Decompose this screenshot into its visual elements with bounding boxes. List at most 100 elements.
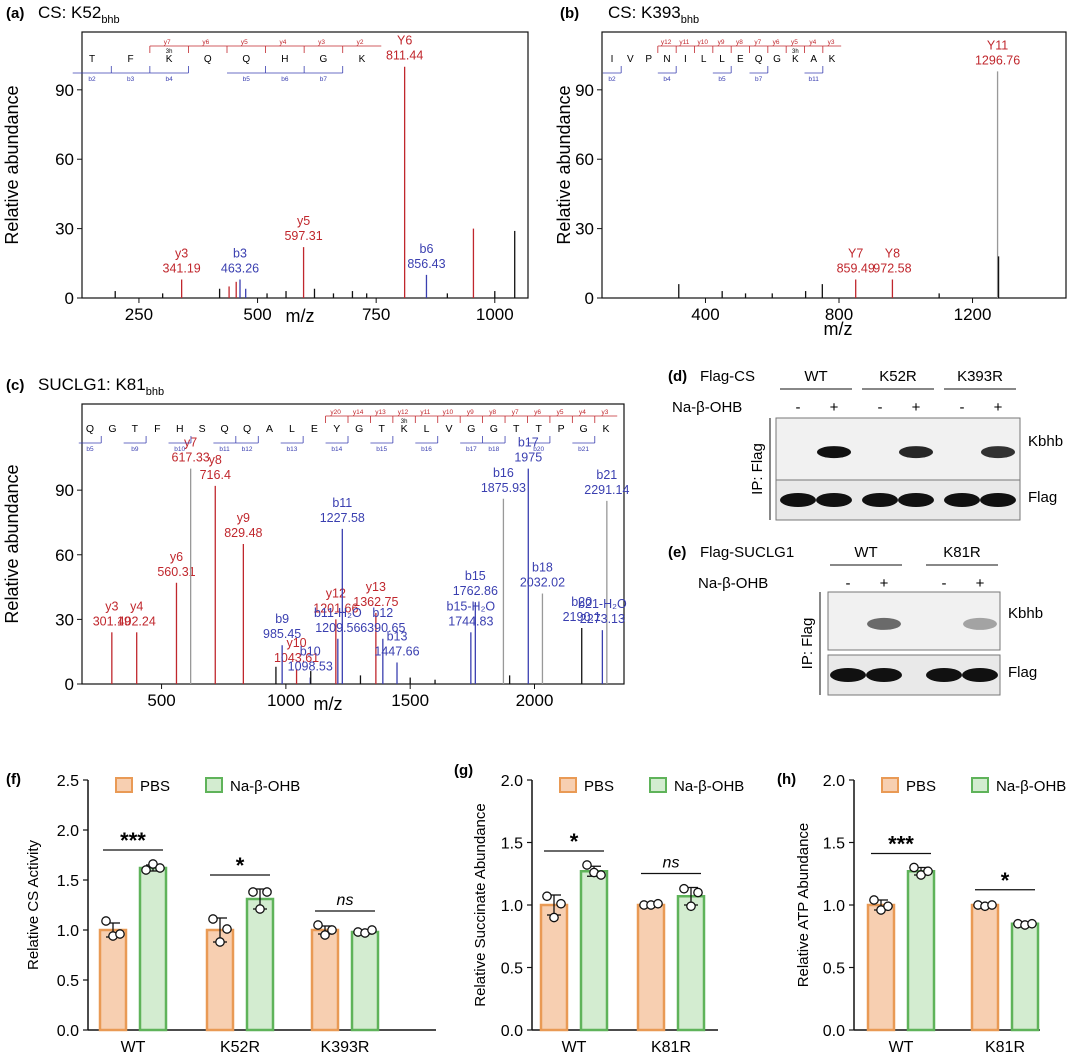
- peak-ion-label: b15-H₂O: [447, 599, 496, 613]
- y-ion-label: y10: [698, 39, 709, 46]
- peak-mz-label: 2291.14: [584, 483, 629, 497]
- y-ion-label: y5: [557, 409, 564, 416]
- data-point: [367, 925, 377, 935]
- western-blot-panel-e: (e) Flag-SUCLG1 WT K81R Na-β-OHB - + - + Kbhb Flag…: [668, 544, 1043, 696]
- bar: [906, 870, 936, 1032]
- flag-band: [926, 668, 962, 682]
- peptide-residue: A: [810, 54, 817, 65]
- peak-ion-label: y3: [105, 599, 118, 613]
- b-ion-label: b15: [376, 446, 387, 453]
- peak-mz-label: 463.26: [221, 261, 259, 275]
- peak-mz-label: 1447.66: [374, 644, 419, 658]
- peak-ion-label: y3: [175, 246, 188, 260]
- x-tick-label: 500: [243, 305, 271, 324]
- peptide-residue: Q: [243, 423, 251, 435]
- data-point: [693, 887, 703, 898]
- peak-mz-label: 617.33: [172, 451, 210, 465]
- data-point: [1027, 918, 1037, 929]
- peak-ion-label: Y11: [987, 38, 1008, 52]
- y-axis-label: Relative abundance: [554, 85, 574, 244]
- kbhb-band: [963, 617, 997, 630]
- peak-mz-label: 301.19: [93, 614, 131, 628]
- peptide-residue: Q: [755, 54, 763, 65]
- b-ion-label: b7: [320, 76, 328, 83]
- data-point: [101, 916, 111, 926]
- peak-ion-label: y13: [366, 580, 386, 594]
- x-tick-label: K393R: [321, 1039, 370, 1056]
- peptide-residue: I: [611, 54, 614, 65]
- peak-mz-label: 1227.58: [320, 511, 365, 525]
- panel-label: (f): [6, 771, 21, 788]
- data-point: [255, 904, 265, 914]
- y-tick-label: 90: [575, 81, 594, 100]
- peak-mz-label: 6390.65: [360, 621, 405, 635]
- peak-ion-label: b3: [233, 246, 247, 260]
- y-tick-label: 0.0: [57, 1023, 79, 1040]
- y-axis-label: Relative abundance: [2, 85, 22, 244]
- spectrum-title: CS: K52bhb: [38, 3, 120, 26]
- row-label-kbhb: Kbhb: [1028, 433, 1063, 450]
- y-ion-label: y12: [398, 409, 409, 416]
- peak-mz-label: 341.19: [163, 261, 201, 275]
- data-point: [320, 930, 330, 940]
- b-ion-label: b5: [86, 446, 94, 453]
- data-point: [883, 901, 893, 912]
- peptide-residue: T: [513, 423, 520, 435]
- y-ion-label: y5: [241, 39, 248, 46]
- y-ion-label: y3: [318, 39, 325, 46]
- panel-label: (d): [668, 368, 687, 385]
- y-tick-label: 1.5: [501, 836, 523, 853]
- b-ion-label: b6: [281, 76, 289, 83]
- y-tick-label: 2.5: [57, 773, 79, 790]
- peak-mz-label: 1201.66: [313, 601, 358, 615]
- x-tick-label: 2000: [516, 691, 554, 710]
- flag-band: [862, 493, 898, 507]
- treatment-label: Na-β-OHB: [698, 575, 768, 592]
- x-axis-label: m/z: [824, 319, 853, 339]
- peak-mz-label: 1296.76: [975, 53, 1020, 67]
- peptide-residue: P: [558, 423, 565, 435]
- data-point: [115, 929, 125, 939]
- x-axis-label: m/z: [286, 306, 315, 326]
- peak-ion-label: Y8: [885, 246, 900, 260]
- lane-sign: -: [878, 399, 883, 416]
- x-tick-label: 400: [691, 305, 719, 324]
- y-tick-label: 0: [65, 289, 74, 308]
- peak-mz-label: 597.31: [284, 229, 322, 243]
- y-ion-label: y7: [754, 39, 761, 46]
- peak-mz-label: 2032.02: [520, 576, 565, 590]
- peak-mz-label: 716.4: [200, 468, 231, 482]
- b-ion-label: b21: [578, 446, 589, 453]
- y-ion-label: y6: [534, 409, 541, 416]
- x-tick-label: 1000: [267, 691, 305, 710]
- peptide-residue: Q: [86, 423, 94, 435]
- y-ion-label: y6: [202, 39, 209, 46]
- bar: [970, 903, 1000, 1032]
- group-label: WT: [804, 368, 827, 385]
- flag-band: [816, 493, 852, 507]
- data-point: [327, 925, 337, 935]
- spectrum-panel-b: (b) CS: K393bhb 0 30 60 90 400 800 1200 m/z Relati…: [554, 3, 1067, 339]
- group-label: K81R: [943, 544, 981, 561]
- peak-ion-label: b18: [532, 561, 553, 575]
- b-ion-label: b2: [88, 76, 96, 83]
- spectrum-title: SUCLG1: K81bhb: [38, 375, 164, 398]
- kbhb-band: [867, 617, 901, 630]
- legend-label: Na-β-OHB: [674, 778, 744, 795]
- y-tick-label: 0: [65, 675, 74, 694]
- row-label-flag: Flag: [1008, 664, 1037, 681]
- b-ion-label: b11: [808, 76, 819, 83]
- peak-mz-label: 1744.83: [448, 614, 493, 628]
- spectrum-title: CS: K393bhb: [608, 3, 699, 26]
- y-ion-label: y4: [579, 409, 586, 416]
- peptide-residue: Q: [242, 54, 250, 65]
- y-ion-label: y7: [512, 409, 519, 416]
- x-tick-label: 750: [362, 305, 390, 324]
- y-tick-label: 0.5: [823, 961, 845, 978]
- x-tick-label: K81R: [985, 1039, 1025, 1056]
- title-subscript: bhb: [146, 386, 164, 398]
- panel-label: (h): [777, 771, 796, 788]
- kbhb-blot-membrane: [827, 591, 1001, 651]
- b-ion-label: b14: [331, 446, 342, 453]
- plot-frame: [81, 403, 625, 685]
